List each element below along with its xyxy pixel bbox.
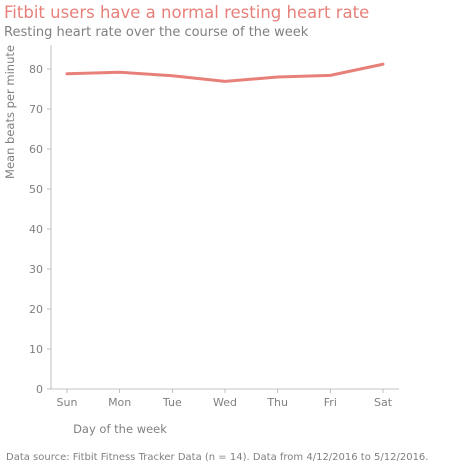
y-axis-title: Mean beats per minute bbox=[3, 45, 17, 179]
x-tick-label: Sun bbox=[57, 396, 78, 409]
x-tick-label: Thu bbox=[266, 396, 288, 409]
y-tick-label: 60 bbox=[29, 143, 43, 156]
y-tick-label: 50 bbox=[29, 183, 43, 196]
chart-title: Fitbit users have a normal resting heart… bbox=[4, 3, 370, 22]
x-tick-label: Tue bbox=[162, 396, 182, 409]
source-note: Data source: Fitbit Fitness Tracker Data… bbox=[6, 452, 429, 463]
x-axis-ticks: Sun Mon Tue Wed Thu Fri Sat bbox=[57, 389, 393, 409]
x-tick-label: Wed bbox=[213, 396, 237, 409]
y-tick-label: 20 bbox=[29, 303, 43, 316]
y-tick-label: 0 bbox=[36, 383, 43, 396]
x-tick-label: Fri bbox=[324, 396, 337, 409]
x-tick-label: Mon bbox=[108, 396, 131, 409]
y-tick-label: 80 bbox=[29, 63, 43, 76]
series-line bbox=[65, 62, 385, 83]
y-tick-label: 10 bbox=[29, 343, 43, 356]
y-axis-ticks: 0 10 20 30 40 50 60 70 80 bbox=[29, 63, 51, 396]
x-tick-label: Sat bbox=[374, 396, 393, 409]
chart-subtitle: Resting heart rate over the course of th… bbox=[4, 25, 309, 40]
y-tick-label: 30 bbox=[29, 263, 43, 276]
series-layer bbox=[65, 62, 385, 83]
y-tick-label: 70 bbox=[29, 103, 43, 116]
x-axis-title: Day of the week bbox=[73, 422, 167, 436]
y-tick-label: 40 bbox=[29, 223, 43, 236]
